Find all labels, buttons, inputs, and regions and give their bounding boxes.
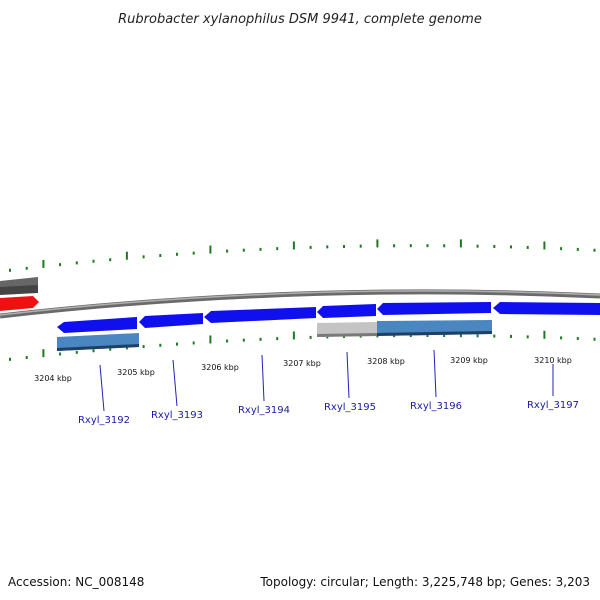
cds-arrow-rxyl-3196[interactable]	[377, 302, 491, 315]
scale-label: 3205 kbp	[117, 368, 155, 377]
map-title: Rubrobacter xylanophilus DSM 9941, compl…	[118, 12, 482, 27]
cds-arrow-rxyl-3194[interactable]	[204, 307, 316, 323]
genome-backbone-highlight	[0, 290, 600, 316]
gene-bar-shadow	[317, 333, 377, 337]
callout-line	[261, 354, 265, 402]
cds-arrow-rxyl-3192[interactable]	[57, 317, 137, 333]
gene-label-rxyl-3195[interactable]: Rxyl_3195	[324, 402, 376, 413]
cds-arrow-rxyl-3193[interactable]	[139, 313, 203, 328]
gene-label-rxyl-3192[interactable]: Rxyl_3192	[78, 415, 130, 426]
inner-tick-marks	[9, 329, 596, 361]
scale-label: 3210 kbp	[534, 356, 572, 365]
cds-arrow-rxyl-3197[interactable]	[493, 302, 600, 315]
gene-labels: Rxyl_3192 Rxyl_3193 Rxyl_3194 Rxyl_3195 …	[78, 400, 579, 426]
callout-line	[99, 364, 105, 412]
scale-label: 3207 kbp	[283, 359, 321, 368]
callout-line	[172, 359, 178, 407]
gene-label-rxyl-3194[interactable]: Rxyl_3194	[238, 405, 290, 416]
highlighted-gene-arrow[interactable]	[0, 296, 39, 311]
gene-label-rxyl-3193[interactable]: Rxyl_3193	[151, 410, 203, 421]
cds-arrow-rxyl-3195[interactable]	[317, 304, 376, 318]
label-callout-lines	[99, 349, 554, 412]
scale-label: 3204 kbp	[34, 374, 72, 383]
cds-track	[57, 302, 600, 333]
gene-bar-track	[57, 320, 492, 351]
dark-feature-shadow	[0, 285, 38, 295]
outer-tick-marks	[9, 239, 596, 272]
genome-backbone	[0, 289, 600, 319]
genome-stats-text: Topology: circular; Length: 3,225,748 bp…	[259, 575, 590, 589]
scale-label: 3208 kbp	[367, 357, 405, 366]
scale-label: 3206 kbp	[201, 363, 239, 372]
gene-bar-shadow	[377, 331, 492, 336]
scale-labels: 3204 kbp 3205 kbp 3206 kbp 3207 kbp 3208…	[34, 356, 572, 383]
callout-line	[433, 349, 437, 398]
gene-bar-shadow	[57, 344, 139, 351]
accession-text: Accession: NC_008148	[8, 575, 144, 589]
callout-line	[346, 351, 350, 399]
scale-label: 3209 kbp	[450, 356, 488, 365]
gene-label-rxyl-3197[interactable]: Rxyl_3197	[527, 400, 579, 411]
gene-label-rxyl-3196[interactable]: Rxyl_3196	[410, 401, 462, 412]
